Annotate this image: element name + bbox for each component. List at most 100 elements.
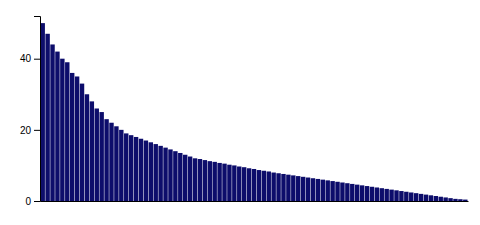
bar (129, 135, 133, 201)
bar (75, 76, 79, 201)
bar (281, 174, 285, 201)
bar (208, 161, 212, 201)
bar (95, 109, 99, 202)
bar (237, 166, 241, 201)
bar (198, 159, 202, 201)
bar (443, 197, 447, 201)
bar (424, 195, 428, 201)
bar (345, 183, 349, 201)
bar (232, 165, 236, 201)
bar (330, 181, 334, 201)
y-tick-label: 0 (25, 196, 31, 207)
bar (271, 173, 275, 201)
bar (65, 62, 69, 201)
bar (463, 200, 467, 201)
bar (434, 196, 438, 201)
bar (257, 170, 261, 201)
bar (109, 123, 113, 201)
bar (80, 84, 84, 201)
bar (276, 173, 280, 201)
bar (360, 185, 364, 201)
bar (154, 144, 158, 201)
bar (399, 191, 403, 201)
bar (291, 175, 295, 201)
y-tick-label: 40 (20, 53, 32, 64)
y-tick: 40 (20, 53, 40, 64)
bar (286, 175, 290, 201)
bar (306, 178, 310, 201)
bar (149, 142, 153, 201)
bar (301, 177, 305, 201)
bar (50, 44, 54, 201)
bar (40, 23, 44, 201)
y-tick-mark (34, 201, 40, 202)
bar (222, 164, 226, 201)
bar (124, 133, 128, 201)
plot: 0 20 40 (20, 17, 469, 207)
y-tick-mark (34, 59, 40, 60)
bar (139, 139, 143, 201)
bar (55, 52, 59, 201)
bar (104, 119, 108, 201)
y-tick: 0 (25, 196, 40, 207)
bar (183, 155, 187, 201)
bar (316, 179, 320, 201)
bars (40, 23, 467, 201)
bar (85, 94, 89, 201)
y-tick-label: 20 (20, 125, 32, 136)
bar (419, 194, 423, 201)
bar (414, 193, 418, 201)
bar (173, 151, 177, 201)
bar (439, 197, 443, 201)
bar (60, 59, 64, 201)
bar (370, 187, 374, 201)
bar (134, 137, 138, 201)
bar (429, 195, 433, 201)
bar (380, 188, 384, 201)
bar (70, 73, 74, 201)
y-axis-line (34, 17, 41, 202)
bar (458, 199, 462, 201)
bar (90, 101, 94, 201)
bar (114, 126, 118, 201)
bar (350, 184, 354, 201)
bar (325, 180, 329, 201)
y-tick: 20 (20, 125, 40, 136)
bar (404, 192, 408, 201)
bar (242, 167, 246, 201)
bar (178, 153, 182, 201)
chart: 0 20 40 (0, 0, 480, 225)
y-axis: 0 20 40 (20, 17, 41, 207)
y-tick-mark (34, 130, 40, 131)
bar (247, 168, 251, 201)
bar (193, 158, 197, 201)
bar (168, 149, 172, 201)
bar (448, 198, 452, 201)
bar (188, 157, 192, 201)
bar (45, 34, 49, 201)
bar (267, 171, 271, 201)
bar (394, 190, 398, 201)
x-axis (41, 201, 469, 202)
bar (335, 182, 339, 201)
bar (340, 183, 344, 202)
bar (163, 148, 167, 201)
bar (217, 163, 221, 201)
bar (99, 112, 103, 201)
bar (227, 165, 231, 201)
bar (355, 185, 359, 201)
bar (384, 189, 388, 201)
bar (453, 199, 457, 201)
bar (203, 160, 207, 201)
bar (119, 130, 123, 201)
bar (144, 141, 148, 201)
bar (389, 190, 393, 201)
bar (409, 192, 413, 201)
bar (212, 162, 216, 201)
bar (321, 180, 325, 201)
bar (311, 178, 315, 201)
bar (158, 146, 162, 201)
bar (375, 187, 379, 201)
bar (252, 169, 256, 201)
bar (262, 171, 266, 201)
